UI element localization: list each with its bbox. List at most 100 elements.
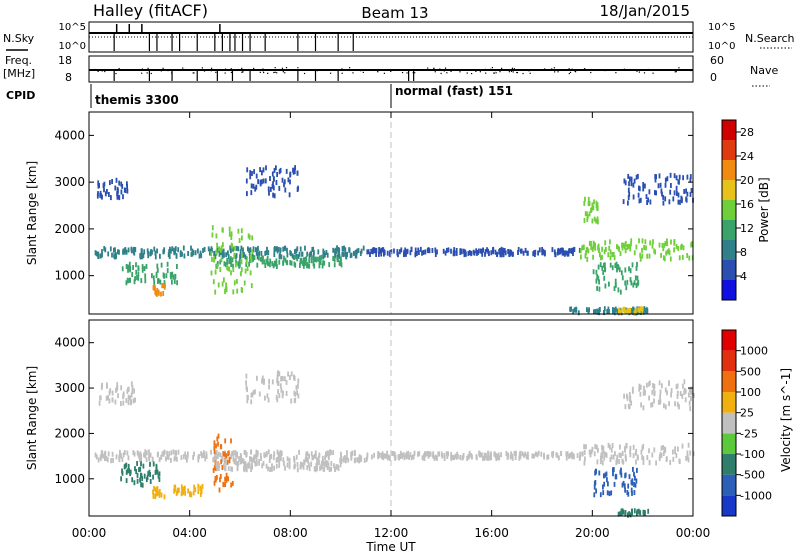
power-cell [281,177,284,183]
power-cell [238,259,241,265]
power-cell [174,246,177,252]
power-cell [542,248,545,254]
velocity-cell [389,455,391,461]
power-cell [225,287,228,292]
power-cell [611,265,614,271]
power-cell [645,245,647,251]
power-cell [554,252,557,258]
velocity-cell [511,455,514,461]
power-cell [645,194,648,200]
power-cell [144,278,147,284]
velocity-cell [299,464,302,470]
power-cell [249,270,252,276]
power-cell [538,247,541,253]
velocity-cell [220,444,223,450]
power-cell [611,252,614,258]
velocity-cell [455,454,458,460]
velocity-cell [215,461,218,467]
power-cell [153,284,156,290]
velocity-cell [675,384,678,390]
power-cell [507,249,509,254]
power-cell [131,248,133,254]
velocity-cell [641,454,644,460]
power-cell [233,280,236,286]
velocity-cell [277,457,280,463]
power-cell [597,246,600,252]
power-cell [590,207,593,213]
velocity-cell [262,460,265,466]
velocity-cell [518,455,521,461]
power-cell [97,191,99,197]
x-tick-label: 04:00 [172,526,207,540]
power-cell [572,309,574,314]
power-cell [128,261,131,267]
nsearch-tick-bottom: 10^0 [708,41,735,52]
power-colorbar-swatch [722,120,736,140]
velocity-cell [633,508,636,514]
nave-dot [224,68,227,70]
velocity-colorbar-swatch [722,330,736,351]
power-cell [628,191,631,197]
velocity-cell [160,492,163,498]
power-cell [688,255,691,261]
nave-dot [401,71,404,74]
power-cell [194,250,197,256]
velocity-cell [335,464,338,470]
power-cell [216,247,219,253]
velocity-cell [112,457,114,463]
velocity-cell [676,390,679,396]
power-cell [211,232,214,238]
power-cell [427,247,430,253]
power-cell [572,251,574,256]
power-cell [597,243,600,249]
power-cell [246,266,249,271]
velocity-cell [685,455,687,461]
velocity-cell [642,456,645,462]
power-cell [238,238,241,243]
freq-unit: [MHz] [3,67,35,80]
power-cell [629,246,632,252]
power-cell [129,277,131,283]
power-cell [171,271,174,277]
velocity-cell [278,393,281,399]
power-cell [675,175,678,181]
power-cell [557,247,560,253]
velocity-cell [669,459,672,465]
power-cell [225,282,227,288]
power-cell [582,244,585,250]
power-cell [125,264,128,269]
power-cell [293,261,296,267]
velocity-cell [525,454,528,460]
nave-dot [94,68,96,71]
nave-dot [493,72,495,74]
velocity-cell [216,474,218,480]
velocity-colorbar-frame [721,329,737,517]
power-cell [146,248,149,254]
power-cell [177,247,180,253]
velocity-cell [184,451,187,457]
velocity-cell [271,466,273,472]
nave-dot [352,72,354,74]
power-cell [348,247,350,253]
power-cell [236,288,239,294]
power-cell [664,177,667,183]
power-cell [690,188,693,193]
nave-dot [406,72,408,74]
power-cell [630,280,633,286]
nave-dot [146,72,148,74]
power-cell [386,250,389,256]
power-cell [621,242,623,248]
velocity-cell [253,456,255,462]
power-cell [147,253,150,259]
power-cell [632,307,634,313]
power-cell [603,249,606,255]
velocity-cell [129,400,132,406]
velocity-cell [438,451,440,457]
nave-dot [303,69,305,71]
velocity-cell [653,398,655,404]
velocity-cell [611,443,614,448]
velocity-cell [218,487,221,493]
velocity-cell [665,457,668,462]
power-cell [126,277,129,283]
